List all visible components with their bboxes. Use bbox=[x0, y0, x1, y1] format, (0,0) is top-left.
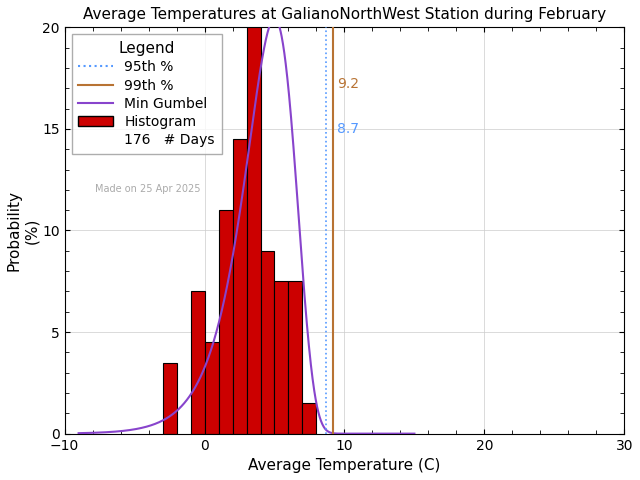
Bar bbox=[163, 362, 177, 433]
Text: 9.2: 9.2 bbox=[337, 77, 360, 91]
Bar bbox=[246, 17, 260, 433]
Bar bbox=[191, 291, 205, 433]
Legend: 95th %, 99th %, Min Gumbel, Histogram, 176   # Days: 95th %, 99th %, Min Gumbel, Histogram, 1… bbox=[72, 34, 222, 154]
Bar bbox=[289, 281, 303, 433]
Text: 8.7: 8.7 bbox=[337, 122, 360, 136]
Bar bbox=[260, 251, 275, 433]
Bar bbox=[275, 281, 289, 433]
Bar bbox=[205, 342, 218, 433]
Bar bbox=[303, 403, 316, 433]
Bar bbox=[232, 139, 246, 433]
Bar bbox=[218, 210, 232, 433]
Text: Made on 25 Apr 2025: Made on 25 Apr 2025 bbox=[95, 184, 201, 194]
Title: Average Temperatures at GalianoNorthWest Station during February: Average Temperatures at GalianoNorthWest… bbox=[83, 7, 606, 22]
Y-axis label: Probability
(%): Probability (%) bbox=[7, 190, 39, 271]
X-axis label: Average Temperature (C): Average Temperature (C) bbox=[248, 458, 441, 473]
